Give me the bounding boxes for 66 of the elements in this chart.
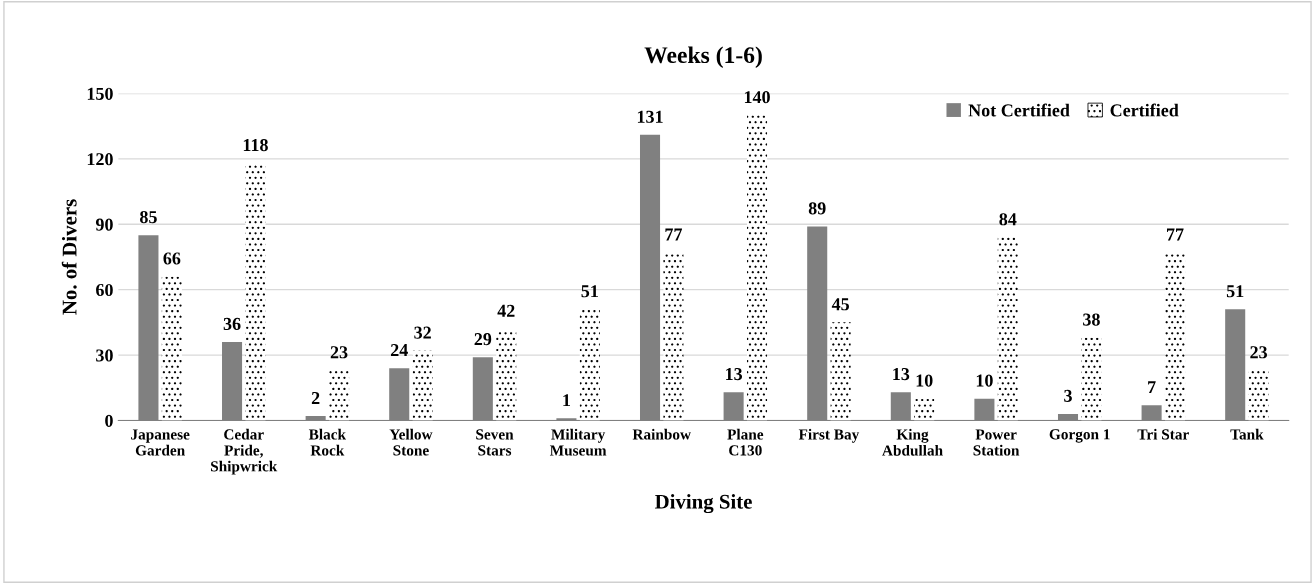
bar	[1081, 337, 1102, 421]
data-label: 10	[976, 374, 993, 387]
y-axis-title: No. of Divers	[61, 199, 77, 315]
bar	[830, 322, 851, 421]
data-label: 51	[581, 285, 598, 298]
x-tick-label: Tank	[1230, 428, 1264, 440]
bar	[997, 237, 1018, 421]
x-tick-label: Military Museum	[549, 428, 607, 456]
data-label: 42	[497, 304, 515, 317]
y-tick-label: 150	[87, 87, 113, 100]
y-tick-label: 0	[105, 414, 113, 427]
data-label: 32	[414, 326, 431, 339]
y-tick-label: 90	[95, 218, 113, 231]
data-label: 51	[1226, 285, 1244, 298]
legend-label: Not Certified	[968, 103, 1070, 117]
data-label: 7	[1148, 381, 1156, 394]
data-label: 29	[474, 333, 492, 346]
data-label: 77	[1167, 228, 1184, 241]
x-tick-label: Tri Star	[1137, 428, 1189, 440]
data-label: 13	[893, 368, 910, 381]
y-tick-label: 60	[96, 283, 113, 297]
bar	[663, 252, 684, 421]
x-tick-label: Rainbow	[632, 428, 691, 440]
data-label: 66	[163, 252, 181, 265]
data-label: 85	[140, 210, 157, 224]
data-label: 1	[563, 394, 571, 407]
data-label: 45	[831, 298, 849, 311]
data-label: 13	[726, 368, 743, 381]
chart-title: Weeks (1-6)	[644, 46, 762, 68]
x-tick-label: Japanese Garden	[131, 429, 190, 456]
data-label: 131	[637, 110, 663, 123]
data-label: 140	[744, 91, 770, 104]
x-axis-title: Diving Site	[654, 494, 752, 514]
data-label: 77	[665, 228, 683, 241]
bar	[161, 276, 182, 421]
x-tick-label: First Bay	[798, 428, 860, 443]
legend-label: Certified	[1110, 103, 1179, 117]
bar	[1248, 370, 1269, 421]
data-label: 3	[1064, 389, 1072, 402]
x-tick-label: Power Station	[973, 429, 1020, 456]
data-label: 23	[330, 346, 348, 359]
x-tick-label: Cedar Pride, Shipwrick	[211, 428, 278, 475]
data-label: 118	[243, 139, 268, 152]
data-label: 10	[916, 374, 933, 387]
bar	[914, 398, 935, 421]
y-tick-label: 30	[96, 349, 113, 362]
data-label: 2	[311, 391, 320, 404]
data-label: 23	[1250, 346, 1268, 359]
x-tick-label: Seven Stars	[476, 429, 514, 456]
y-tick-label: 120	[87, 153, 113, 166]
bar	[245, 163, 266, 421]
x-tick-label: Gorgon 1	[1049, 429, 1110, 443]
data-label: 89	[808, 202, 826, 215]
x-tick-label: Black Rock	[308, 428, 346, 456]
bar	[329, 370, 350, 421]
x-tick-label: King Abdullah	[882, 428, 943, 456]
bar	[412, 350, 433, 421]
data-label: 38	[1083, 313, 1100, 326]
bar	[1164, 252, 1186, 421]
x-tick-label: Plane C130	[727, 428, 764, 456]
x-tick-label: Yellow Stone	[389, 428, 433, 456]
data-label: 36	[223, 317, 241, 330]
data-label: 84	[999, 213, 1017, 226]
bar	[747, 115, 768, 421]
data-label: 24	[390, 344, 408, 356]
bar	[579, 309, 600, 421]
